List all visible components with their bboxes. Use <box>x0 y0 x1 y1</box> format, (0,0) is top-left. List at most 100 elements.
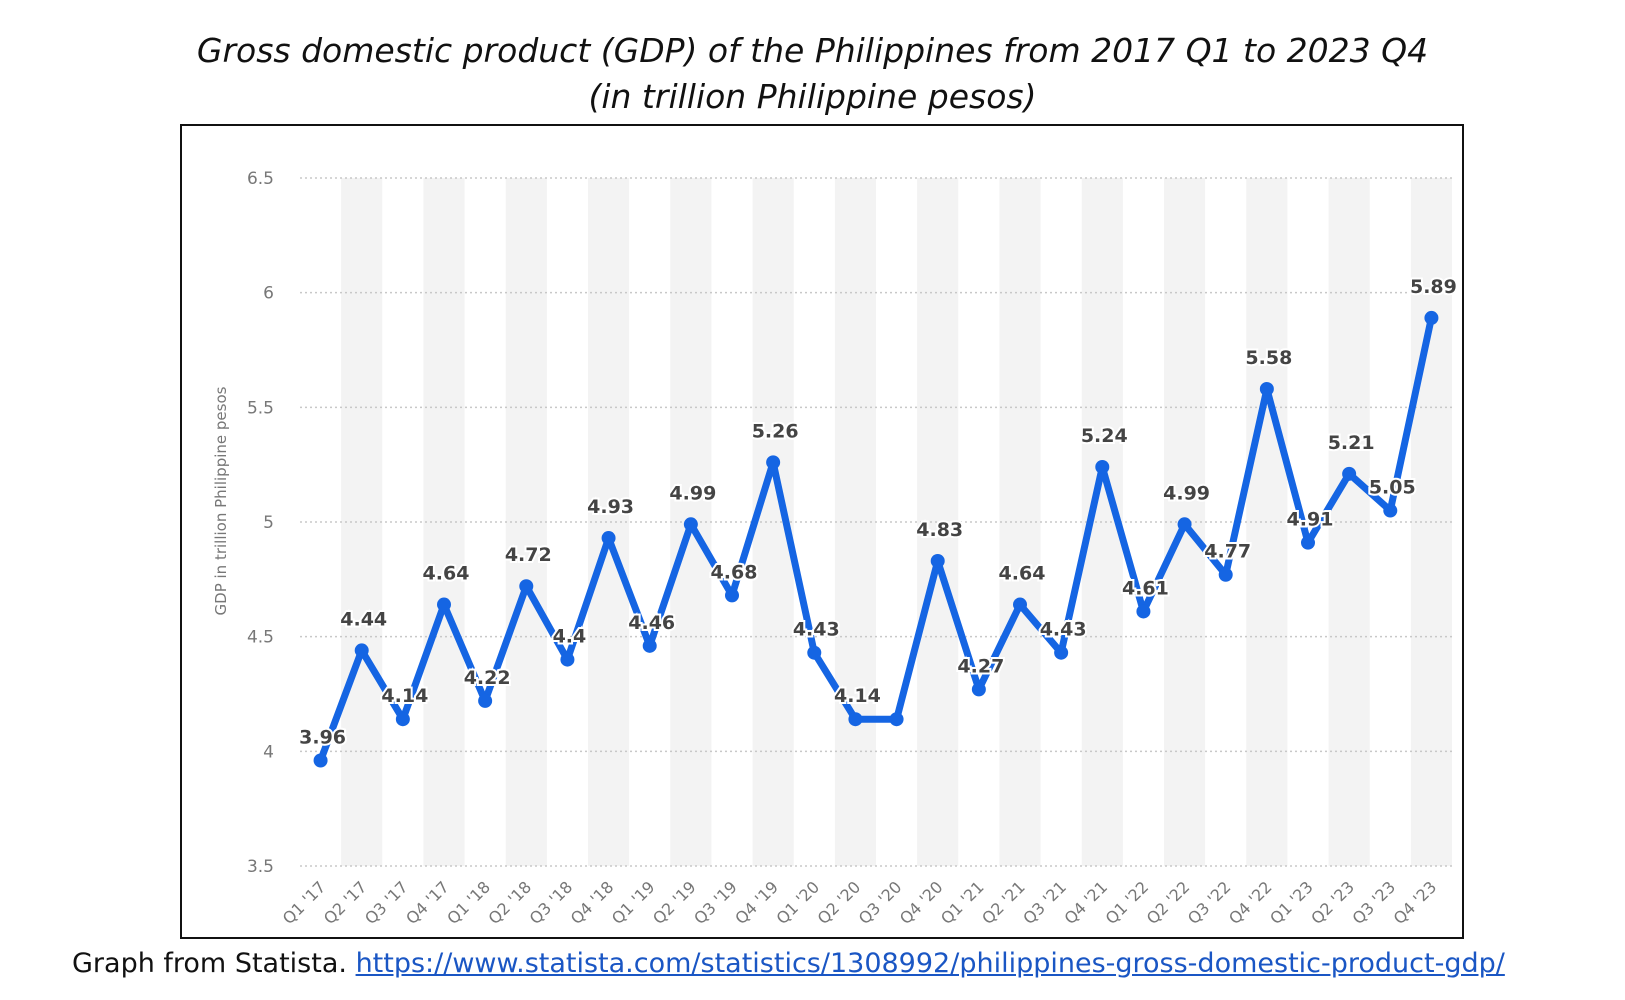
x-tick-label: Q1 '20 <box>772 877 823 928</box>
y-tick-label: 4 <box>263 742 274 762</box>
x-tick-label: Q1 '19 <box>608 877 659 928</box>
x-tick-label: Q2 '18 <box>484 877 535 928</box>
y-axis-label: GDP in trillion Philippine pesos <box>212 386 230 615</box>
data-label: 4.91 <box>1287 509 1334 531</box>
column-band <box>588 178 630 866</box>
data-label: 4.43 <box>793 619 840 641</box>
data-label: 4.44 <box>340 608 387 630</box>
data-point <box>1136 604 1151 619</box>
data-point <box>971 682 986 697</box>
data-point <box>560 652 575 667</box>
x-tick-label: Q1 '17 <box>279 877 330 928</box>
x-tick-label: Q4 '17 <box>402 877 453 928</box>
y-tick-label: 6.5 <box>247 169 274 189</box>
data-point <box>354 643 369 658</box>
data-point <box>642 638 657 653</box>
x-tick-label: Q2 '17 <box>320 877 371 928</box>
source-link[interactable]: https://www.statista.com/statistics/1308… <box>355 948 1505 979</box>
data-label: 4.61 <box>1122 577 1169 599</box>
data-label: 4.22 <box>464 667 511 689</box>
data-label: 4.64 <box>423 563 470 585</box>
data-points <box>313 310 1439 768</box>
data-point <box>1424 310 1439 325</box>
x-tick-label: Q3 '23 <box>1348 877 1399 928</box>
chart-title-line-1: Gross domestic product (GDP) of the Phil… <box>196 31 1429 70</box>
data-label: 4.72 <box>505 544 552 566</box>
data-label: 4.83 <box>916 519 963 541</box>
data-label: 5.21 <box>1328 432 1375 454</box>
data-label: 4.27 <box>957 655 1004 677</box>
data-point <box>1259 381 1274 396</box>
data-point <box>1095 459 1110 474</box>
data-label: 4.93 <box>587 496 634 518</box>
column-band <box>423 178 465 866</box>
x-tick-label: Q4 '19 <box>731 877 782 928</box>
x-tick-label: Q1 '23 <box>1266 877 1317 928</box>
y-tick-label: 5 <box>263 513 274 533</box>
data-label: 4.46 <box>628 612 675 634</box>
line-chart: 3.5 4 4.5 5 5.5 6 6.5 GDP in trillion Philippi… <box>212 169 1459 928</box>
x-tick-label: Q3 '20 <box>855 877 906 928</box>
chart-title: Gross domestic product (GDP) of the Phil… <box>0 28 1625 120</box>
data-point <box>1177 517 1192 532</box>
data-point <box>478 693 493 708</box>
x-tick-label: Q4 '21 <box>1060 877 1111 928</box>
data-point <box>807 645 822 660</box>
data-label: 4.14 <box>834 685 881 707</box>
data-point <box>766 455 781 470</box>
x-tick-label: Q2 '22 <box>1143 877 1194 928</box>
data-point <box>1013 597 1027 612</box>
x-tick-label: Q2 '21 <box>978 877 1029 928</box>
x-tick-label: Q4 '22 <box>1225 877 1276 928</box>
x-tick-label: Q3 '18 <box>526 877 577 928</box>
x-tick-label: Q4 '18 <box>567 877 618 928</box>
data-point <box>1383 503 1398 518</box>
source-text: Graph from Statista. <box>72 948 347 979</box>
chart-frame: 3.5 4 4.5 5 5.5 6 6.5 GDP in trillion Philippi… <box>180 124 1464 939</box>
data-point <box>1342 466 1357 481</box>
x-tick-label: Q4 '23 <box>1390 877 1441 928</box>
y-tick-label: 6 <box>263 284 274 304</box>
y-tick-label: 3.5 <box>247 857 274 877</box>
data-label: 4.4 <box>553 626 587 648</box>
data-label: 5.58 <box>1245 347 1292 369</box>
data-label: 4.64 <box>999 563 1046 585</box>
x-tick-label: Q2 '20 <box>814 877 865 928</box>
x-tick-label: Q3 '17 <box>361 877 412 928</box>
x-tick-label: Q1 '22 <box>1102 877 1153 928</box>
data-point <box>313 753 328 768</box>
data-point <box>395 712 410 727</box>
data-label: 4.14 <box>381 685 428 707</box>
data-label: 5.26 <box>752 420 799 442</box>
data-point <box>725 588 739 603</box>
y-tick-label: 4.5 <box>247 628 274 648</box>
data-label: 4.99 <box>669 482 716 504</box>
data-point <box>889 712 904 727</box>
x-tick-label: Q3 '21 <box>1019 877 1070 928</box>
data-label: 4.68 <box>711 561 758 583</box>
data-point <box>930 553 945 568</box>
y-tick-label: 5.5 <box>247 398 274 418</box>
x-tick-label: Q2 '19 <box>649 877 700 928</box>
y-axis-ticks: 3.5 4 4.5 5 5.5 6 6.5 <box>247 169 274 877</box>
x-tick-label: Q4 '20 <box>896 877 947 928</box>
data-point <box>437 597 451 612</box>
data-point <box>601 531 616 546</box>
x-tick-label: Q3 '19 <box>690 877 741 928</box>
x-tick-label: Q3 '22 <box>1184 877 1235 928</box>
column-band <box>1328 178 1370 866</box>
data-labels: 3.96 4.44 4.14 4.64 4.22 4.72 4.4 4.93 4.46 4.99 4… <box>297 274 1459 751</box>
series-line <box>317 314 1435 764</box>
data-label: 5.24 <box>1081 425 1128 447</box>
source-footer: Graph from Statista. https://www.statist… <box>72 945 1505 983</box>
x-tick-label: Q1 '18 <box>443 877 494 928</box>
data-label: 5.05 <box>1369 477 1416 499</box>
data-point <box>848 712 863 727</box>
x-tick-label: Q2 '23 <box>1307 877 1358 928</box>
data-label: 5.89 <box>1410 276 1457 298</box>
data-point <box>1218 567 1233 582</box>
x-tick-label: Q1 '21 <box>937 877 988 928</box>
data-label: 4.99 <box>1163 482 1210 504</box>
data-point <box>519 579 534 594</box>
